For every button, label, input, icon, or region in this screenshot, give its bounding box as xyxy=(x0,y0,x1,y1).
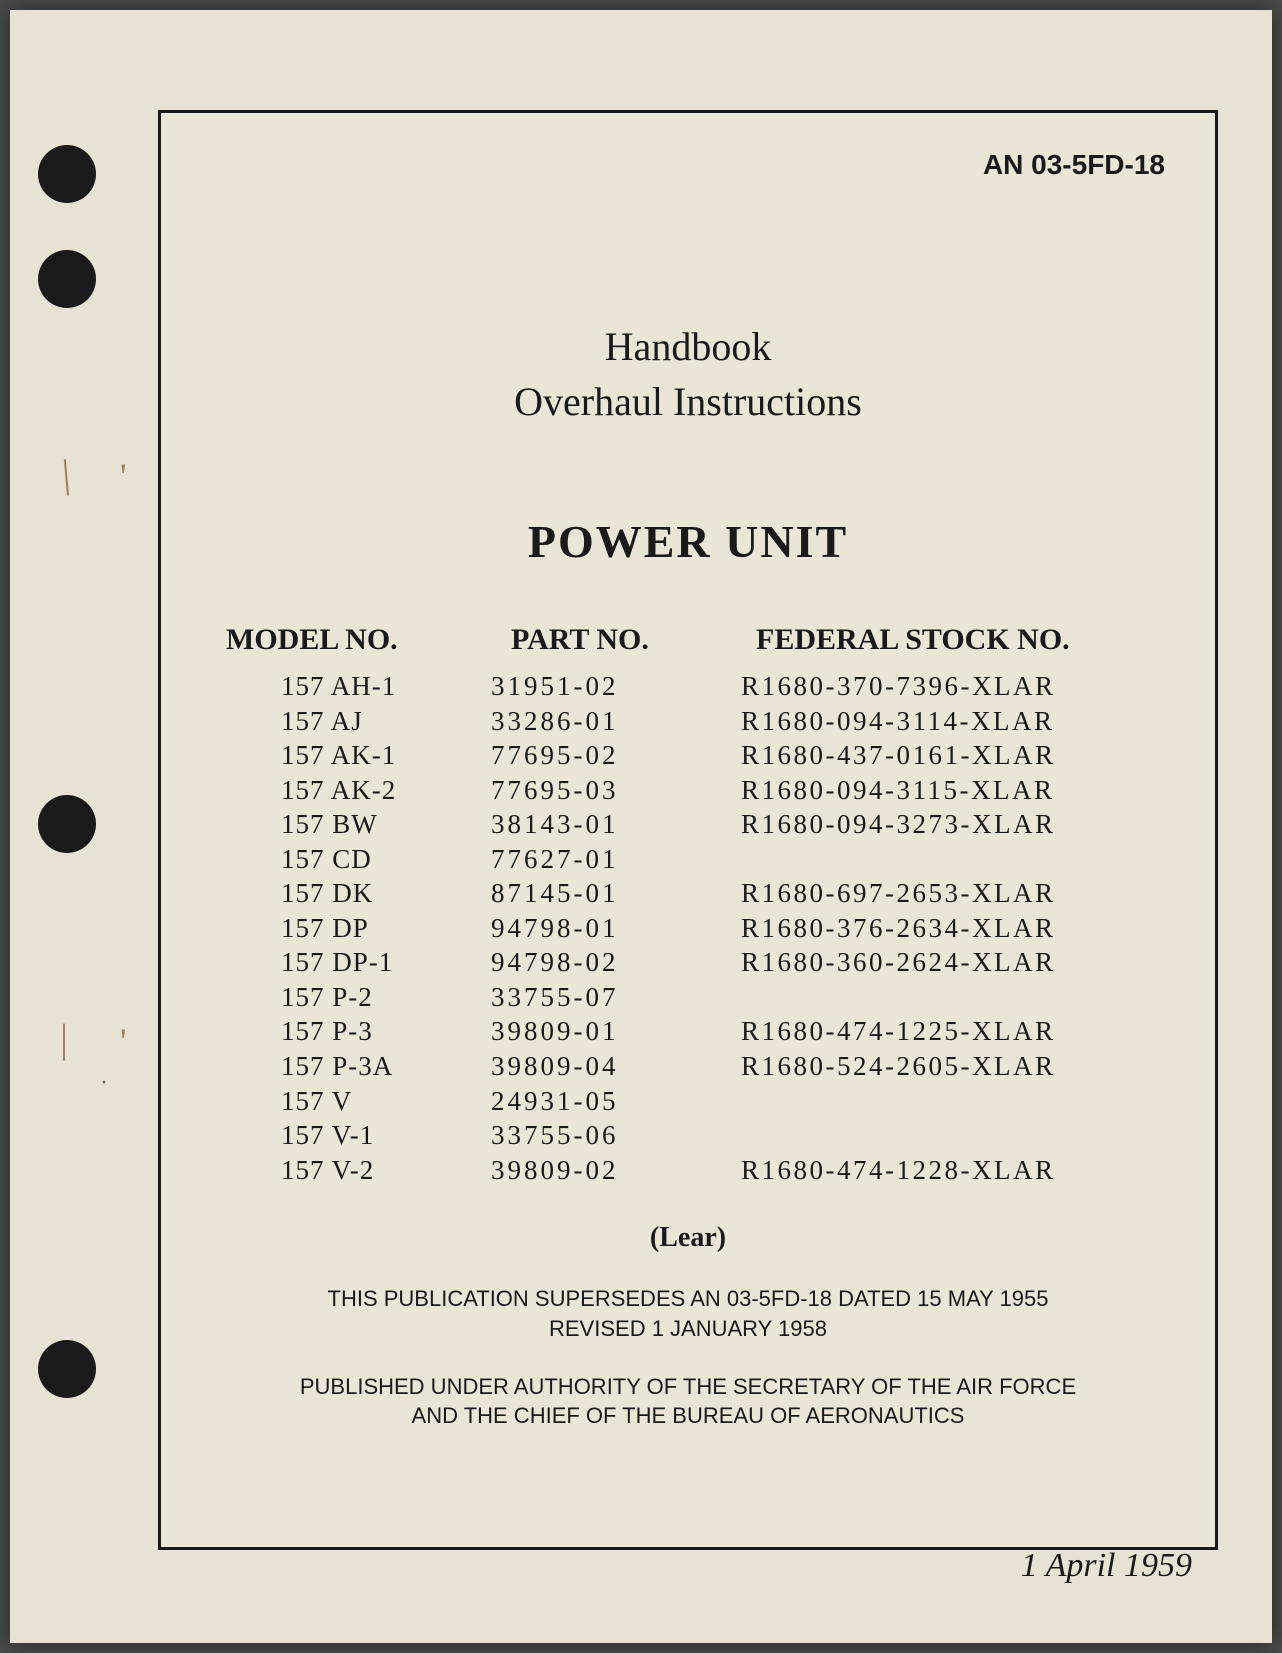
header-stock: FEDERAL STOCK NO. xyxy=(756,623,1165,657)
part-cell: 87145-01 xyxy=(491,876,741,911)
document-page: | ' | ' · AN 03-5FD-18 Handbook Overhaul… xyxy=(10,10,1272,1643)
model-cell: 157 AH-1 xyxy=(226,669,491,704)
stock-cell xyxy=(741,1118,1165,1153)
table-row: 157 DK87145-01R1680-697-2653-XLAR xyxy=(226,876,1165,911)
part-cell: 33286-01 xyxy=(491,704,741,739)
part-cell: 38143-01 xyxy=(491,807,741,842)
table-row: 157 DP-194798-02R1680-360-2624-XLAR xyxy=(226,945,1165,980)
stock-cell: R1680-360-2624-XLAR xyxy=(741,945,1165,980)
stock-cell xyxy=(741,1084,1165,1119)
table-row: 157 AK-177695-02R1680-437-0161-XLAR xyxy=(226,738,1165,773)
supersedes-note: THIS PUBLICATION SUPERSEDES AN 03-5FD-18… xyxy=(161,1284,1215,1343)
part-cell: 33755-07 xyxy=(491,980,741,1015)
punch-hole xyxy=(38,145,96,203)
page-mark: | xyxy=(60,450,72,498)
authority-line: AND THE CHIEF OF THE BUREAU OF AERONAUTI… xyxy=(161,1401,1215,1431)
stock-cell: R1680-094-3114-XLAR xyxy=(741,704,1165,739)
document-number: AN 03-5FD-18 xyxy=(983,149,1165,181)
punch-hole xyxy=(38,250,96,308)
authority-line: PUBLISHED UNDER AUTHORITY OF THE SECRETA… xyxy=(161,1372,1215,1402)
title-section: Handbook Overhaul Instructions xyxy=(161,323,1215,425)
part-cell: 24931-05 xyxy=(491,1084,741,1119)
stock-cell: R1680-094-3115-XLAR xyxy=(741,773,1165,808)
main-title: POWER UNIT xyxy=(161,515,1215,568)
table-row: 157 AJ33286-01R1680-094-3114-XLAR xyxy=(226,704,1165,739)
punch-hole xyxy=(38,1340,96,1398)
handbook-title: Handbook xyxy=(161,323,1215,370)
table-row: 157 P-339809-01R1680-474-1225-XLAR xyxy=(226,1014,1165,1049)
stock-cell: R1680-474-1228-XLAR xyxy=(741,1153,1165,1188)
publication-date: 1 April 1959 xyxy=(1021,1547,1192,1585)
model-cell: 157 V-1 xyxy=(226,1118,491,1153)
part-cell: 39809-02 xyxy=(491,1153,741,1188)
part-cell: 77695-03 xyxy=(491,773,741,808)
part-cell: 94798-02 xyxy=(491,945,741,980)
part-cell: 94798-01 xyxy=(491,911,741,946)
stock-cell: R1680-437-0161-XLAR xyxy=(741,738,1165,773)
model-cell: 157 AJ xyxy=(226,704,491,739)
table-row: 157 P-233755-07 xyxy=(226,980,1165,1015)
stock-cell: R1680-474-1225-XLAR xyxy=(741,1014,1165,1049)
part-cell: 31951-02 xyxy=(491,669,741,704)
page-mark: ' xyxy=(120,455,127,497)
parts-table: MODEL NO. PART NO. FEDERAL STOCK NO. 157… xyxy=(226,623,1165,1187)
model-cell: 157 P-3 xyxy=(226,1014,491,1049)
table-row: 157 V-239809-02R1680-474-1228-XLAR xyxy=(226,1153,1165,1188)
content-frame: AN 03-5FD-18 Handbook Overhaul Instructi… xyxy=(158,110,1218,1550)
stock-cell xyxy=(741,980,1165,1015)
overhaul-title: Overhaul Instructions xyxy=(161,378,1215,425)
model-cell: 157 AK-1 xyxy=(226,738,491,773)
model-cell: 157 CD xyxy=(226,842,491,877)
model-cell: 157 V-2 xyxy=(226,1153,491,1188)
table-header-row: MODEL NO. PART NO. FEDERAL STOCK NO. xyxy=(226,623,1165,657)
part-cell: 39809-04 xyxy=(491,1049,741,1084)
table-body: 157 AH-131951-02R1680-370-7396-XLAR157 A… xyxy=(226,669,1165,1187)
model-cell: 157 AK-2 xyxy=(226,773,491,808)
header-part: PART NO. xyxy=(511,623,756,657)
header-model: MODEL NO. xyxy=(226,623,511,657)
part-cell: 33755-06 xyxy=(491,1118,741,1153)
supersedes-line: REVISED 1 JANUARY 1958 xyxy=(161,1314,1215,1344)
table-row: 157 BW38143-01R1680-094-3273-XLAR xyxy=(226,807,1165,842)
punch-hole xyxy=(38,795,96,853)
stock-cell: R1680-094-3273-XLAR xyxy=(741,807,1165,842)
table-row: 157 V24931-05 xyxy=(226,1084,1165,1119)
model-cell: 157 DP-1 xyxy=(226,945,491,980)
part-cell: 39809-01 xyxy=(491,1014,741,1049)
model-cell: 157 P-2 xyxy=(226,980,491,1015)
stock-cell xyxy=(741,842,1165,877)
table-row: 157 V-133755-06 xyxy=(226,1118,1165,1153)
stock-cell: R1680-370-7396-XLAR xyxy=(741,669,1165,704)
table-row: 157 P-3A39809-04R1680-524-2605-XLAR xyxy=(226,1049,1165,1084)
model-cell: 157 BW xyxy=(226,807,491,842)
model-cell: 157 DK xyxy=(226,876,491,911)
model-cell: 157 DP xyxy=(226,911,491,946)
model-cell: 157 P-3A xyxy=(226,1049,491,1084)
stock-cell: R1680-524-2605-XLAR xyxy=(741,1049,1165,1084)
page-mark: · xyxy=(100,1070,108,1097)
page-mark: | xyxy=(60,1015,68,1062)
authority-note: PUBLISHED UNDER AUTHORITY OF THE SECRETA… xyxy=(161,1372,1215,1431)
model-cell: 157 V xyxy=(226,1084,491,1119)
page-mark: ' xyxy=(120,1020,127,1062)
table-row: 157 AK-277695-03R1680-094-3115-XLAR xyxy=(226,773,1165,808)
manufacturer: (Lear) xyxy=(161,1222,1215,1254)
supersedes-line: THIS PUBLICATION SUPERSEDES AN 03-5FD-18… xyxy=(161,1284,1215,1314)
part-cell: 77695-02 xyxy=(491,738,741,773)
table-row: 157 DP94798-01R1680-376-2634-XLAR xyxy=(226,911,1165,946)
stock-cell: R1680-697-2653-XLAR xyxy=(741,876,1165,911)
table-row: 157 CD77627-01 xyxy=(226,842,1165,877)
table-row: 157 AH-131951-02R1680-370-7396-XLAR xyxy=(226,669,1165,704)
stock-cell: R1680-376-2634-XLAR xyxy=(741,911,1165,946)
part-cell: 77627-01 xyxy=(491,842,741,877)
